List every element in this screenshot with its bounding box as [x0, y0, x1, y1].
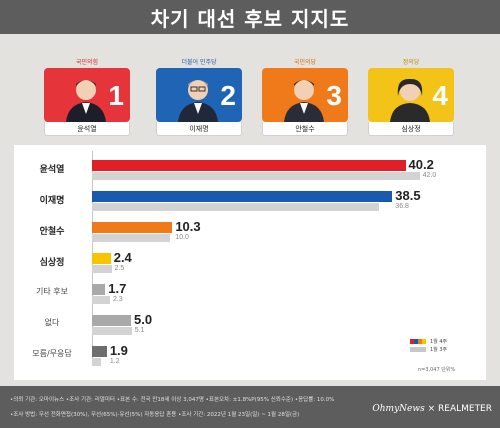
candidate-party: 국민의당	[293, 59, 317, 66]
bar-previous	[92, 296, 110, 304]
candidate-card-3: 국민의당 3 안철수	[262, 58, 348, 136]
candidate-party: 정의당	[402, 59, 420, 66]
bar-previous	[92, 234, 170, 242]
legend-item-current: 1월 4주	[410, 338, 448, 345]
value-label-current: 38.5	[395, 188, 421, 203]
page-title: 차기 대선 후보 지지도	[150, 6, 350, 31]
bar-current	[92, 222, 173, 233]
category-label: 이재명	[39, 196, 65, 206]
value-label-current: 1.7	[108, 281, 127, 296]
chart-panel: 윤석열 40.2 42.0 이재명 38.5 36.8 안철수 10.3 10.0 심상정 2.4 2…	[14, 145, 486, 380]
category-label: 모름/무응답	[32, 349, 72, 358]
bar-current	[92, 253, 111, 264]
brand-ohmynews: OhmyNews	[372, 404, 425, 414]
person-icon	[284, 80, 324, 122]
value-label-previous: 5.1	[134, 327, 145, 334]
sample-note: n=3,047 단위%	[418, 367, 456, 373]
person-icon	[66, 80, 106, 122]
person-icon	[178, 80, 218, 122]
bar-current	[92, 191, 393, 202]
category-label: 없다	[44, 318, 60, 327]
value-label-previous: 1.2	[109, 358, 120, 365]
value-label-current: 5.0	[134, 312, 153, 327]
candidate-name: 심상정	[368, 122, 454, 136]
bar-current	[92, 160, 406, 171]
person-icon	[390, 78, 430, 122]
candidate-card-4: 정의당 4 심상정	[368, 58, 454, 136]
candidate-number: 3	[326, 80, 342, 111]
bar-current	[92, 315, 131, 326]
value-label-current: 10.3	[175, 219, 201, 234]
bar-previous	[92, 358, 102, 366]
brand-logo: OhmyNews × REALMETER	[372, 404, 492, 414]
legend-item-previous: 1월 3주	[410, 346, 448, 353]
brand-separator: ×	[427, 404, 436, 414]
value-label-previous: 2.5	[114, 265, 125, 272]
value-label-current: 2.4	[113, 250, 132, 265]
category-label: 안철수	[39, 227, 65, 237]
candidate-party: 국민의힘	[75, 59, 99, 66]
candidate-photo: 1	[44, 68, 130, 122]
footer-line-1: •의뢰 기관: 오마이뉴스 •조사 기관: 리얼미터 •표본 수: 전국 만18…	[10, 397, 335, 403]
brand-realmeter: REALMETER	[438, 404, 492, 414]
value-label-current: 1.9	[109, 343, 128, 358]
value-label-current: 40.2	[408, 157, 434, 172]
candidate-name: 윤석열	[44, 122, 130, 136]
bar-previous	[92, 265, 112, 273]
candidate-number: 1	[108, 80, 124, 111]
value-label-previous: 42.0	[422, 172, 437, 179]
value-label-previous: 36.8	[395, 203, 409, 210]
title-bar: 차기 대선 후보 지지도	[0, 0, 500, 34]
candidate-number: 4	[432, 80, 448, 111]
value-label-previous: 10.0	[175, 234, 189, 241]
bar-previous	[92, 327, 132, 335]
legend-label-current: 1월 4주	[430, 338, 448, 345]
value-label-previous: 2.3	[112, 296, 123, 303]
legend-swatch-previous	[410, 346, 426, 352]
legend-swatch-current	[410, 338, 426, 344]
candidate-photo: 3	[262, 68, 348, 122]
footer: •의뢰 기관: 오마이뉴스 •조사 기관: 리얼미터 •표본 수: 전국 만18…	[0, 386, 500, 428]
candidate-name: 안철수	[262, 122, 348, 136]
footer-line-2: •조사 방법: 무선 전화면접(30%), 무선(65%)·유선(5%) 자동응…	[10, 412, 300, 418]
bar-previous	[92, 172, 420, 180]
category-label: 윤석열	[39, 165, 65, 175]
bar-previous	[92, 203, 380, 211]
bar-current	[92, 346, 107, 357]
legend-label-previous: 1월 3주	[430, 346, 448, 353]
candidate-photo: 4	[368, 68, 454, 122]
legend: 1월 4주 1월 3주	[410, 338, 447, 354]
candidate-name: 이재명	[156, 122, 242, 136]
category-label: 심상정	[39, 258, 65, 268]
category-label: 기타 후보	[36, 287, 68, 296]
candidate-card-2: 더불어 민주당 2 이재명	[156, 58, 242, 136]
candidate-card-1: 국민의힘 1 윤석열	[44, 58, 130, 136]
candidate-party: 더불어 민주당	[181, 59, 217, 66]
bar-current	[92, 284, 106, 295]
candidate-photo: 2	[156, 68, 242, 122]
candidate-number: 2	[220, 80, 236, 111]
